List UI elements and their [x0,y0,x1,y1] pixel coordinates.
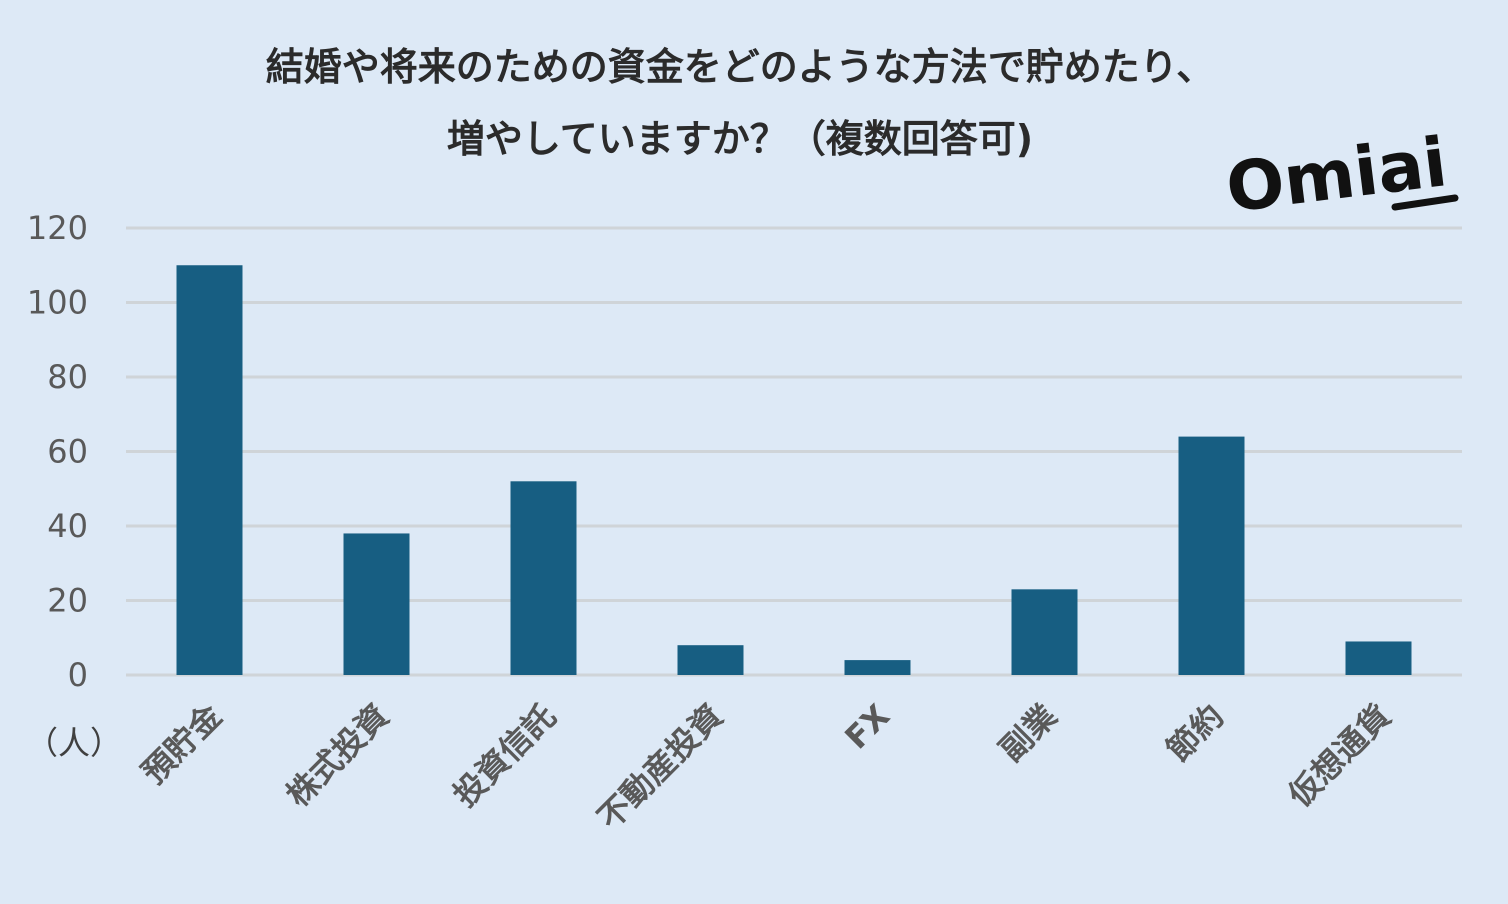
y-tick-label: 120 [27,209,88,247]
bar-7 [1178,436,1245,675]
bar-3 [510,481,577,675]
category-label: FX [837,697,897,757]
y-tick-label: 0 [68,656,88,694]
bar-6 [1011,589,1078,675]
y-tick-label: 60 [47,433,88,471]
chart-title-line-2: 増やしていますか？（複数回答可) [447,117,1033,161]
bar-4 [677,645,744,675]
x-axis-category-labels: 預貯金 株式投資 投資信託 不動産投資 FX 副業 節約 仮想通貨 [134,696,1398,837]
bar-1 [176,265,243,675]
bar-8 [1345,641,1412,675]
y-axis-tick-labels: 0 20 40 60 80 100 120 [27,209,88,694]
category-label: 株式投資 [279,697,396,814]
y-tick-label: 40 [47,507,88,545]
y-tick-label: 100 [27,284,88,322]
category-label: 不動産投資 [590,697,730,837]
bar-5 [844,660,911,675]
category-label: 預貯金 [134,696,229,791]
omiai-logo: Omiai [1222,123,1459,229]
category-label: 仮想通貨 [1280,697,1398,815]
bar-2 [343,533,410,675]
gridlines [126,226,1462,677]
y-tick-label: 20 [47,582,88,620]
category-label: 節約 [1159,697,1231,769]
logo-wordmark: Omiai [1222,123,1451,228]
category-label: 投資信託 [446,697,563,814]
chart-title-line-1: 結婚や将来のための資金をどのような方法で貯めたり、 [266,45,1214,89]
y-axis-unit-label: （人） [26,724,122,762]
bars [176,265,1412,675]
category-label: 副業 [992,697,1064,769]
logo-underline [1391,194,1459,211]
y-tick-label: 80 [47,358,88,396]
